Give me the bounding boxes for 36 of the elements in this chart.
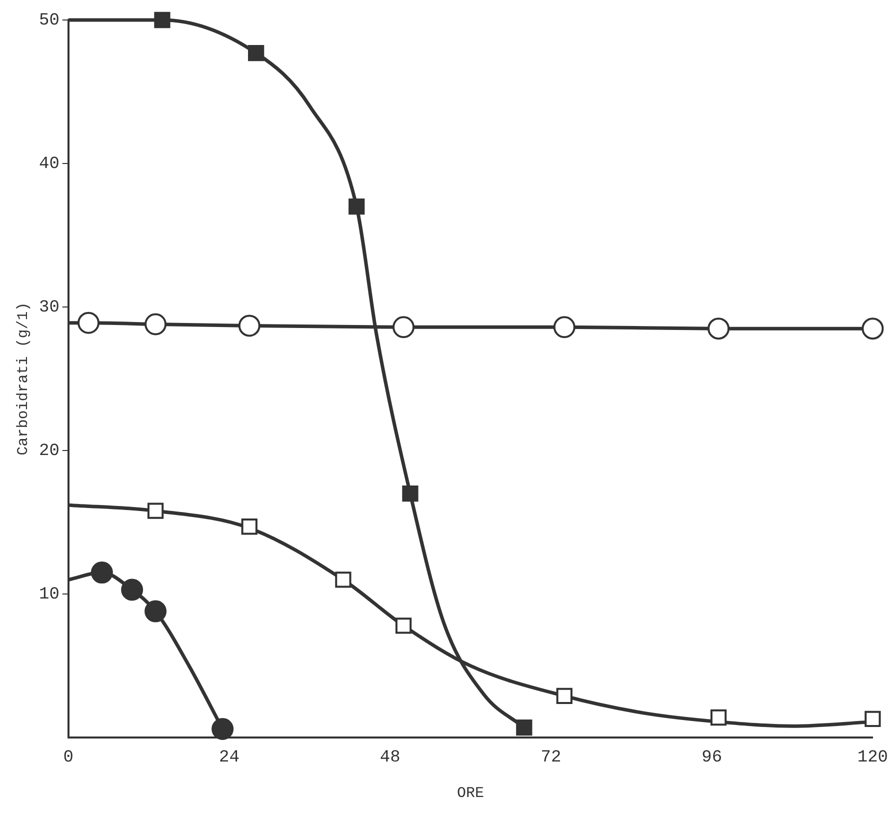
point	[395, 618, 412, 634]
x-tick-label: 96	[702, 748, 722, 768]
point	[238, 314, 260, 337]
point	[241, 518, 258, 535]
point	[708, 318, 730, 340]
point	[154, 12, 170, 28]
point	[144, 600, 167, 622]
x-tick-label: 0	[63, 748, 74, 768]
point	[248, 44, 264, 62]
x-tick-label: 48	[380, 748, 400, 768]
y-tick-label: 50	[38, 12, 60, 30]
point	[147, 502, 164, 519]
point	[516, 719, 532, 736]
point	[864, 710, 881, 728]
point	[556, 688, 572, 704]
point	[335, 572, 352, 588]
y-tick-label: 40	[38, 155, 60, 174]
y-tick-label: 20	[38, 442, 60, 462]
point	[90, 562, 113, 584]
point	[402, 486, 418, 502]
point	[553, 316, 576, 338]
x-tick-label: 24	[219, 748, 240, 768]
point	[144, 313, 167, 336]
y-tick-label: 10	[38, 586, 60, 605]
x-tick-label: 72	[540, 748, 562, 768]
x-axis-title: ORE	[457, 784, 484, 802]
y-axis-title: Carboidrati (g/1)	[14, 302, 32, 456]
point	[862, 318, 884, 340]
x-tick-label: 120	[857, 748, 888, 768]
point	[710, 709, 727, 726]
point	[78, 312, 100, 334]
point	[212, 718, 234, 740]
y-tick-label: 30	[38, 298, 60, 318]
point	[392, 316, 415, 338]
point	[348, 198, 365, 215]
point	[121, 578, 144, 601]
